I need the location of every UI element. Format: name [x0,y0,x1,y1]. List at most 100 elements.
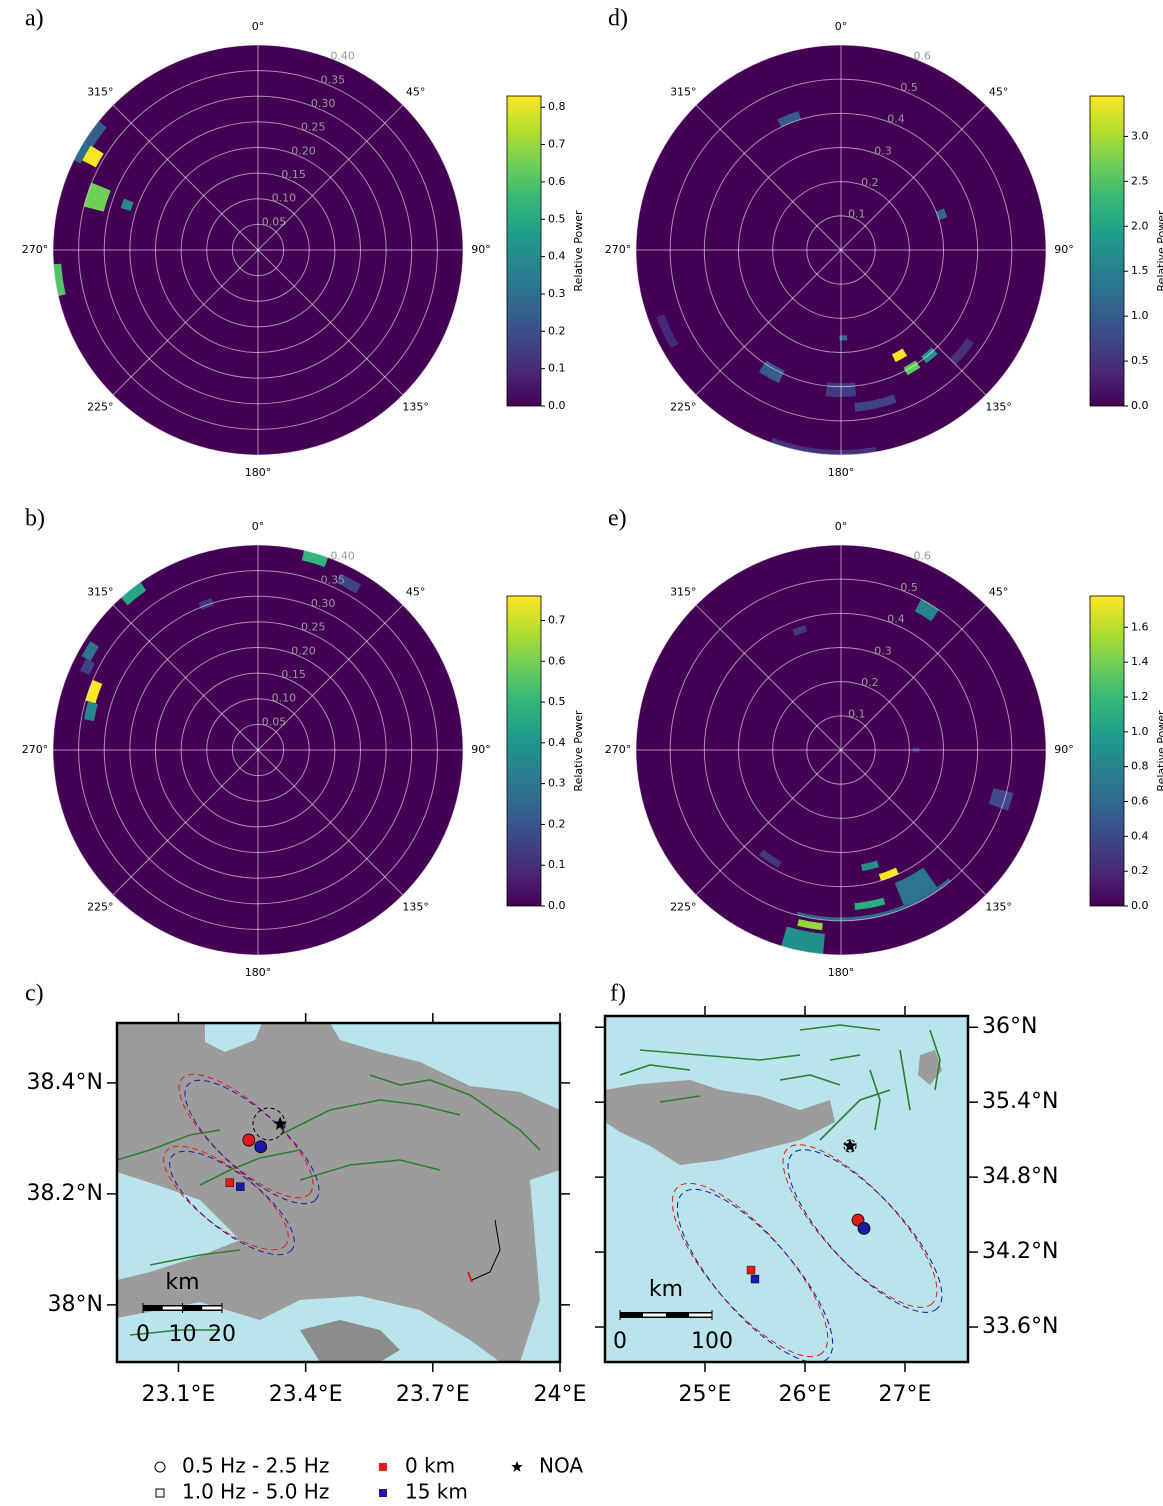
y-tick-label: 34.2°N [982,1239,1058,1264]
colorbar-tick-label: 0.8 [548,100,566,113]
colorbar-tick-label: 0.4 [548,736,566,749]
epicenter-circle [255,1141,267,1153]
angle-tick-label: 315° [87,85,114,98]
legend-label: NOA [539,1454,583,1478]
angle-tick-label: 315° [87,585,114,598]
radial-tick-label: 0.4 [887,613,905,626]
colorbar-tick-label: 1.6 [1131,620,1149,633]
map-c-background [117,1023,560,1362]
radial-tick-label: 0.25 [301,621,326,634]
angle-tick-label: 45° [989,585,1009,598]
scalebar-tick-label: 0 [136,1322,150,1347]
angle-tick-label: 315° [670,585,697,598]
colorbar-tick-label: 0.2 [548,817,566,830]
angle-tick-label: 90° [1054,243,1074,256]
angle-tick-label: 45° [406,85,426,98]
angle-tick-label: 135° [402,401,429,414]
colorbar-tick-label: 0.3 [548,777,566,790]
angle-tick-label: 90° [1054,743,1074,756]
colorbar-tick-label: 0.2 [1131,864,1149,877]
epicenter-square [236,1183,244,1191]
panel-label: e) [608,506,627,532]
colorbar-tick-label: 0.1 [548,362,566,375]
radial-tick-label: 0.20 [291,644,316,657]
radial-tick-label: 0.2 [861,176,879,189]
radial-tick-label: 0.1 [848,207,866,220]
scalebar-tick-label: 10 [169,1322,197,1347]
legend-marker [379,1489,387,1497]
radial-tick-label: 0.10 [272,192,297,205]
radial-tick-label: 0.25 [301,121,326,134]
legend-label: 1.0 Hz - 5.0 Hz [182,1480,329,1504]
angle-tick-label: 225° [670,901,697,914]
epicenter-square [747,1266,755,1274]
scalebar-unit: km [165,1270,199,1295]
colorbar-tick-label: 1.2 [1131,690,1149,703]
radial-tick-label: 0.15 [281,168,306,181]
colorbar-tick-label: 0.6 [548,175,566,188]
y-tick-label: 38.2°N [27,1181,103,1206]
radial-tick-label: 0.40 [330,50,355,63]
colorbar-tick-label: 0.0 [1131,899,1149,912]
colorbar-label: Relative Power [1155,710,1163,792]
panel-label: c) [25,981,44,1007]
colorbar-tick-label: 0.5 [548,212,566,225]
colorbar-label: Relative Power [572,210,585,292]
y-tick-label: 33.6°N [982,1314,1058,1339]
colorbar-tick-label: 2.0 [1131,219,1149,232]
colorbar-tick-label: 0.7 [548,138,566,151]
radial-tick-label: 0.4 [887,113,905,126]
angle-tick-label: 0° [835,20,848,33]
colorbar-tick-label: 3.0 [1131,129,1149,142]
radial-tick-label: 0.5 [900,581,918,594]
legend-label: 15 km [405,1480,468,1504]
angle-tick-label: 180° [828,966,855,979]
angle-tick-label: 225° [87,901,114,914]
y-tick-label: 36°N [982,1014,1037,1039]
colorbar-tick-label: 0.0 [548,899,566,912]
radial-tick-label: 0.3 [874,644,892,657]
radial-tick-label: 0.40 [330,550,355,563]
radial-tick-label: 0.10 [272,692,297,705]
colorbar-tick-label: 1.0 [1131,725,1149,738]
x-tick-label: 27°E [879,1382,932,1407]
y-tick-label: 35.4°N [982,1089,1058,1114]
colorbar-tick-label: 0.0 [1131,399,1149,412]
radial-tick-label: 0.30 [311,97,336,110]
panel-label: d) [608,6,628,32]
angle-tick-label: 90° [471,243,491,256]
angle-tick-label: 135° [985,901,1012,914]
epicenter-circle [243,1134,255,1146]
angle-tick-label: 225° [87,401,114,414]
x-tick-label: 24°E [534,1382,587,1407]
legend-label: 0.5 Hz - 2.5 Hz [182,1454,329,1478]
epicenter-square [226,1179,234,1187]
radial-tick-label: 0.05 [262,215,287,228]
angle-tick-label: 45° [989,85,1009,98]
colorbar-tick-label: 0.1 [548,858,566,871]
angle-tick-label: 180° [245,466,272,479]
scalebar-tick-label: 100 [691,1329,733,1354]
colorbar-tick-label: 0.8 [1131,760,1149,773]
radial-tick-label: 0.6 [913,50,931,63]
scalebar-tick-label: 20 [208,1322,236,1347]
colorbar-tick-label: 0.5 [1131,354,1149,367]
panel-label: b) [25,506,45,532]
legend-marker [379,1463,387,1471]
angle-tick-label: 270° [22,243,49,256]
colorbar [507,96,541,406]
x-tick-label: 26°E [779,1382,832,1407]
radial-tick-label: 0.15 [281,668,306,681]
colorbar-label: Relative Power [1155,210,1163,292]
colorbar-tick-label: 0.6 [1131,795,1149,808]
radial-tick-label: 0.1 [848,707,866,720]
panel-label: a) [25,6,44,32]
x-tick-label: 23.7°E [396,1382,470,1407]
epicenter-square [751,1275,759,1283]
radial-tick-label: 0.30 [311,597,336,610]
radial-tick-label: 0.05 [262,715,287,728]
x-tick-label: 23.4°E [269,1382,343,1407]
colorbar [1090,96,1124,406]
radial-tick-label: 0.3 [874,144,892,157]
epicenter-circle [858,1222,870,1234]
